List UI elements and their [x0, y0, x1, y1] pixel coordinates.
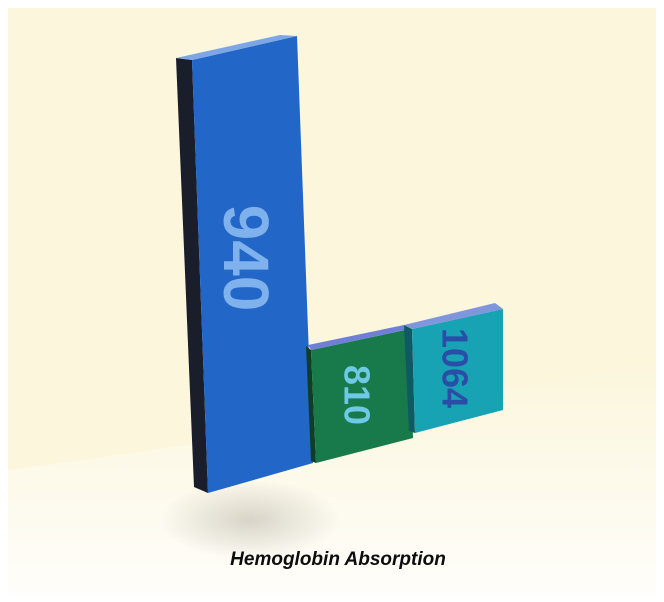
bar-front-940: [192, 36, 313, 493]
bar-side-810: [306, 346, 316, 463]
bar-1064: 1064: [404, 303, 503, 433]
chart-caption: Hemoglobin Absorption: [230, 549, 446, 570]
bar-top-810: [308, 325, 410, 350]
bar-top-940: [176, 35, 297, 60]
bar-940: 940: [176, 35, 313, 493]
bars-group: 940 810 1064: [176, 35, 503, 493]
bar-front-810: [311, 329, 413, 463]
bar-810: 810: [306, 325, 413, 463]
bar-label-810: 810: [337, 365, 378, 425]
bar-front-1064: [412, 309, 503, 433]
bar-label-1064: 1064: [435, 328, 476, 408]
bar-label-940: 940: [210, 205, 282, 312]
bar-side-1064: [404, 325, 415, 433]
bar-side-940: [176, 58, 208, 493]
bar-shadow: [160, 480, 340, 560]
bar-top-1064: [404, 303, 503, 329]
